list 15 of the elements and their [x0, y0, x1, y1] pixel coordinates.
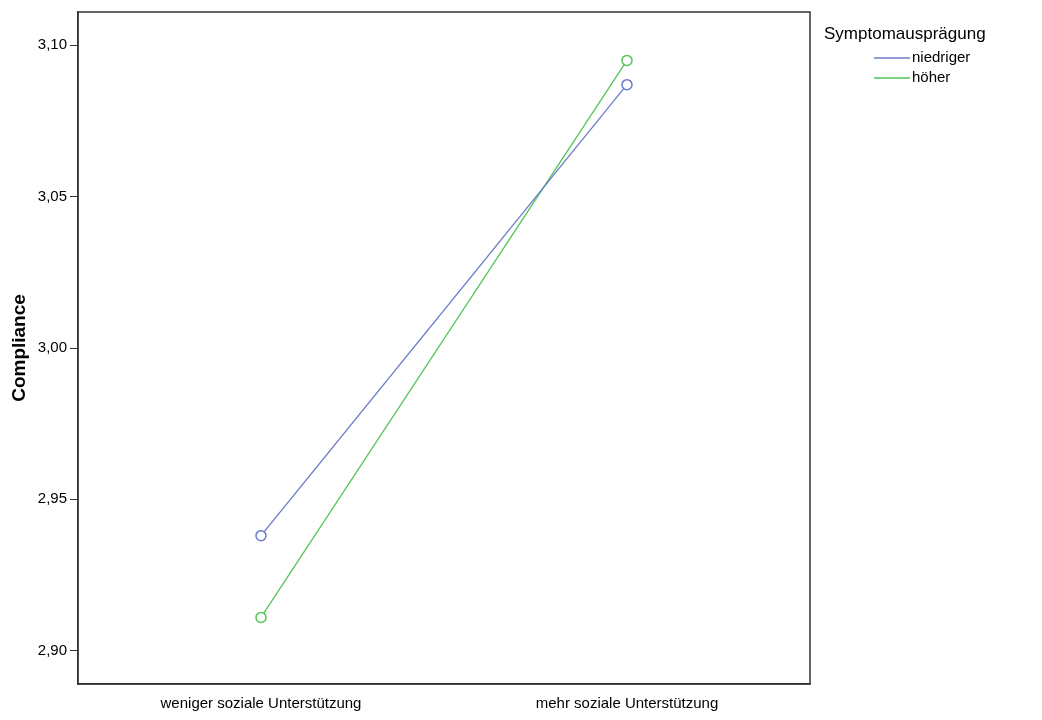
- point: [621, 78, 633, 91]
- point: [255, 529, 267, 542]
- legend-title: Symptomausprägung: [824, 23, 986, 43]
- legend-label: niedriger: [912, 48, 971, 66]
- y-tick-label: 3,00: [37, 338, 67, 356]
- point: [621, 54, 633, 67]
- point: [255, 611, 267, 624]
- y-tick-label: 2,95: [37, 489, 67, 507]
- y-axis-title: Compliance: [7, 294, 29, 402]
- x-tick-label: mehr soziale Unterstützung: [535, 694, 719, 712]
- y-tick-label: 3,05: [37, 186, 67, 204]
- y-tick-label: 3,10: [37, 35, 67, 53]
- y-tick-label: 2,90: [37, 640, 67, 658]
- legend-label: höher: [912, 68, 951, 86]
- x-tick-label: weniger soziale Unterstützung: [159, 694, 362, 712]
